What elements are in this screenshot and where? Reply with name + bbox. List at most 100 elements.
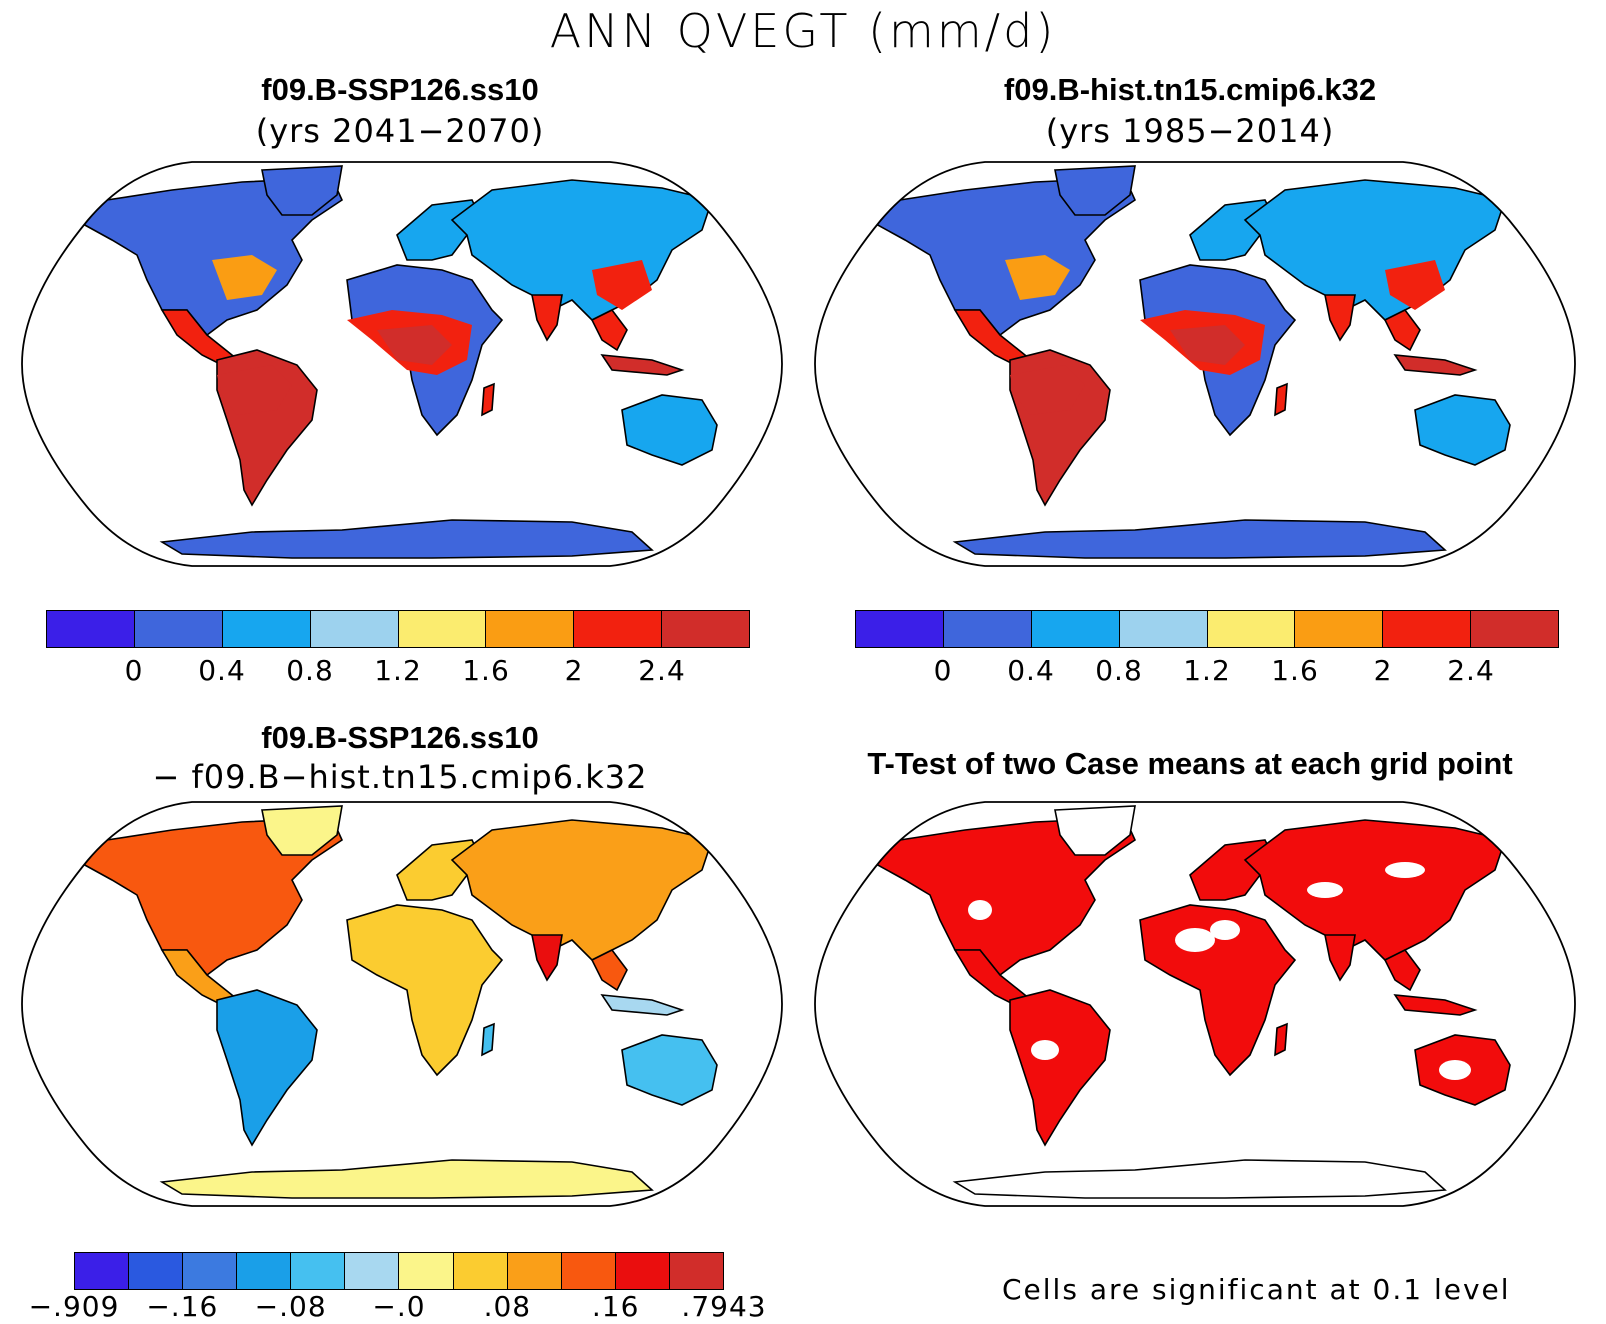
land-australia	[621, 1034, 718, 1106]
map-top-right	[814, 161, 1576, 567]
colorbar-tick-label: 0.4	[1007, 654, 1055, 687]
land-australia	[621, 394, 718, 466]
land-india	[1324, 934, 1356, 982]
colorbar-labels-top-left: 0 0.4 0.8 1.2 1.6 2 2.4	[46, 654, 750, 694]
colorbar-labels-top-right: 0 0.4 0.8 1.2 1.6 2 2.4	[855, 654, 1559, 694]
colorbar-box	[1207, 611, 1296, 647]
panel-subtitle-top-right: (yrs 1985−2014)	[1045, 112, 1335, 150]
map-bottom-right	[814, 801, 1576, 1207]
colorbar-box	[486, 611, 575, 647]
land-africa	[346, 904, 504, 1077]
panel-title-bottom-left: f09.B-SSP126.ss10	[261, 720, 539, 755]
figure-title: ANN QVEGT (mm/d)	[549, 4, 1057, 58]
nonsignificant-area	[1210, 920, 1240, 940]
land-antarctica	[159, 519, 654, 559]
colorbar-tick-label: −.16	[146, 1290, 219, 1323]
land-greenland	[261, 805, 343, 856]
colorbar-box	[183, 1253, 238, 1289]
colorbar-box	[310, 611, 399, 647]
land-east-us	[1005, 255, 1070, 300]
colorbar-box	[134, 611, 223, 647]
land-antarctica	[952, 1159, 1447, 1199]
colorbar-box	[943, 611, 1032, 647]
panel-subtitle-bottom-left: − f09.B−hist.tn15.cmip6.k32	[152, 758, 648, 796]
land-australia	[1414, 394, 1511, 466]
land-india	[1324, 294, 1356, 342]
land-southAmerica	[1009, 989, 1111, 1147]
colorbar-tick-label: 0.8	[1095, 654, 1143, 687]
colorbar-tick-label: −.0	[372, 1290, 426, 1323]
colorbar-box	[1471, 611, 1558, 647]
colorbar-box	[1119, 611, 1208, 647]
land-amazon	[217, 365, 292, 415]
map-border	[21, 801, 783, 1207]
colorbar-tick-label: 0.4	[198, 654, 246, 687]
colorbar-box	[222, 611, 311, 647]
colorbar-box	[561, 1253, 616, 1289]
land-east-us	[212, 255, 277, 300]
map-bottom-left	[21, 801, 783, 1207]
colorbar-box	[662, 611, 749, 647]
map-border	[814, 801, 1576, 1207]
land-greenland	[261, 165, 343, 216]
land-seAsia	[590, 948, 628, 992]
colorbar-box	[507, 1253, 562, 1289]
colorbar-tick-label: −.08	[254, 1290, 327, 1323]
colorbar-tick-label: .08	[483, 1290, 532, 1323]
colorbar-box	[398, 611, 487, 647]
colorbar-box	[615, 1253, 670, 1289]
land-congo-basin	[1170, 325, 1245, 365]
colorbar-box	[399, 1253, 454, 1289]
land-africa	[1139, 904, 1297, 1077]
colorbar-box	[669, 1253, 723, 1289]
nonsignificant-area	[1031, 1040, 1059, 1060]
colorbar-box	[129, 1253, 184, 1289]
significance-note: Cells are significant at 0.1 level	[1002, 1273, 1511, 1306]
panel-subtitle-top-left: (yrs 2041−2070)	[255, 112, 545, 150]
land-antarctica	[952, 519, 1447, 559]
colorbar-tick-label: 2	[1373, 654, 1393, 687]
colorbar-tick-label: 1.6	[1271, 654, 1319, 687]
map-border	[21, 161, 783, 567]
colorbar-box	[291, 1253, 346, 1289]
colorbar-tick-label: 2.4	[1447, 654, 1495, 687]
nonsignificant-area	[968, 900, 992, 920]
colorbar-labels-bottom-left: −.909 −.16 −.08 −.0 .08 .16 .7943	[29, 1290, 766, 1324]
land-seAsia	[590, 308, 628, 352]
land-madagascar	[481, 1022, 495, 1057]
land-northAmerica	[70, 817, 344, 977]
land-northAmerica	[863, 817, 1137, 977]
colorbar-top-right	[855, 610, 1559, 648]
nonsignificant-area	[1439, 1060, 1471, 1080]
colorbar-bottom-left	[74, 1252, 724, 1290]
colorbar-tick-label: 2.4	[638, 654, 686, 687]
colorbar-tick-label: .16	[591, 1290, 640, 1323]
land-india	[531, 934, 563, 982]
land-indonesia	[600, 994, 685, 1016]
land-east-china	[592, 260, 652, 310]
map-border	[814, 161, 1576, 567]
colorbar-box	[1383, 611, 1472, 647]
land-greenland	[1054, 805, 1136, 856]
colorbar-box	[574, 611, 663, 647]
colorbar-tick-label: 2	[564, 654, 584, 687]
colorbar-box	[1295, 611, 1384, 647]
colorbar-box	[75, 1253, 130, 1289]
colorbar-tick-label: 1.6	[462, 654, 510, 687]
land-congo-basin	[377, 325, 452, 365]
land-east-china	[1385, 260, 1445, 310]
land-madagascar	[1274, 382, 1288, 417]
colorbar-tick-label: 1.2	[374, 654, 422, 687]
colorbar-box	[1031, 611, 1120, 647]
colorbar-box	[345, 1253, 400, 1289]
colorbar-box	[237, 1253, 292, 1289]
nonsignificant-area	[1385, 862, 1425, 878]
panel-title-bottom-right: T-Test of two Case means at each grid po…	[867, 746, 1513, 781]
land-seAsia	[1383, 308, 1421, 352]
colorbar-top-left	[46, 610, 750, 648]
land-antarctica	[159, 1159, 654, 1199]
nonsignificant-area	[1307, 882, 1343, 898]
land-madagascar	[1274, 1022, 1288, 1057]
land-madagascar	[481, 382, 495, 417]
land-indonesia	[1393, 354, 1478, 376]
